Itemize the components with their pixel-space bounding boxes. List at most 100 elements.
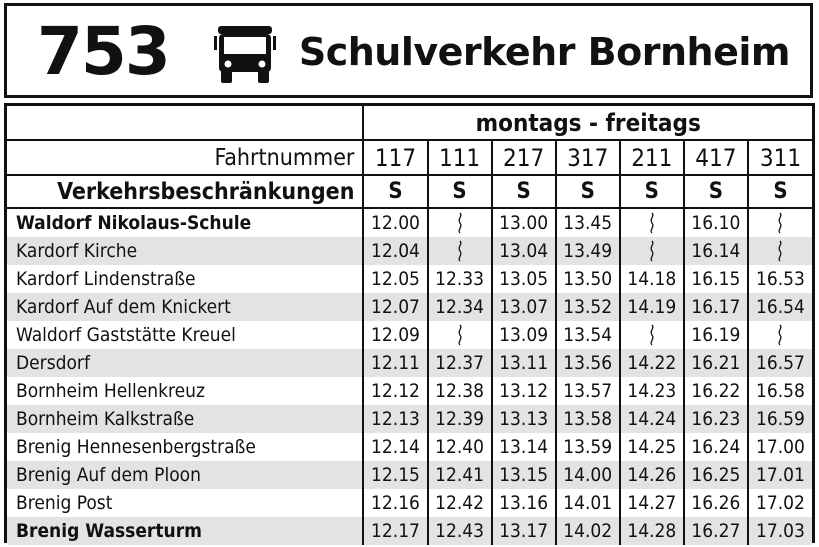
departure-time: 14.28 (619, 517, 685, 545)
stop-name: Waldorf Gaststätte Kreuel (7, 321, 365, 349)
departure-time: 12.07 (363, 293, 429, 321)
stop-row: Brenig Hennesenbergstraße 12.14 12.40 13.14… (7, 433, 812, 461)
stop-row: Brenig Post 12.16 12.42 13.16 14.01 14.27 16.2… (7, 489, 812, 517)
departure-time: 16.10 (683, 208, 749, 237)
restriction-code: S (491, 175, 557, 209)
departure-time: 17.02 (755, 492, 805, 514)
departure-time: 16.14 (683, 237, 749, 265)
departure-time: 16.53 (755, 268, 805, 290)
stop-name: Bornheim Hellenkreuz (7, 377, 365, 405)
departure-time: 13.52 (555, 293, 621, 321)
departure-time: 13.05 (491, 265, 557, 293)
stop-name: Kardorf Auf dem Knickert (7, 293, 365, 321)
timetable-grid: montags - freitags Fahrtnummer 117 111 217… (7, 106, 812, 545)
departure-time: 14.19 (619, 293, 685, 321)
route-number: 753 (37, 13, 171, 90)
departure-time: 16.23 (683, 405, 749, 433)
departure-time: 13.00 (491, 208, 557, 237)
departure-time: 13.54 (555, 321, 621, 349)
stop-name: Brenig Wasserturm (7, 517, 365, 545)
trip-number: 211 (619, 140, 685, 176)
restriction-code: S (619, 175, 685, 209)
departure-time: 16.22 (683, 377, 749, 405)
departure-time: 17.01 (747, 461, 812, 489)
stop-name: Waldorf Nikolaus-Schule (7, 208, 365, 237)
departure-time: 13.50 (555, 265, 621, 293)
departure-time: 16.27 (683, 517, 749, 545)
stop-row: Bornheim Hellenkreuz 12.12 12.38 13.12 13.57… (7, 377, 812, 405)
stop-row: Dersdorf 12.11 12.37 13.11 13.56 14.22 16.21 16… (7, 349, 812, 377)
stop-row: Kardorf Auf dem Knickert 12.07 12.34 13.07 1… (7, 293, 812, 321)
passes-without-stop-icon (619, 208, 685, 237)
restriction-code: S (363, 175, 429, 209)
stop-row: Kardorf Kirche 12.04 13.04 13.49 16.14 (7, 237, 812, 265)
bus-icon (214, 26, 276, 83)
stop-name: Dersdorf (7, 349, 365, 377)
departure-time: 12.34 (427, 293, 493, 321)
trip-number: 317 (555, 140, 621, 176)
restriction-code: S (683, 175, 749, 209)
passes-without-stop-icon (427, 237, 493, 265)
service-days-row: montags - freitags (7, 106, 812, 141)
departure-time: 12.15 (363, 461, 429, 489)
departure-time: 13.12 (491, 377, 557, 405)
departure-time: 12.17 (363, 517, 429, 545)
departure-time: 16.24 (683, 433, 749, 461)
service-days-label: montags - freitags (363, 106, 812, 141)
departure-time: 14.24 (619, 405, 685, 433)
passes-without-stop-icon (747, 237, 812, 265)
departure-time: 13.09 (491, 321, 557, 349)
trip-number-label: Fahrtnummer (7, 140, 365, 176)
departure-time: 13.58 (555, 405, 621, 433)
departure-time: 16.25 (683, 461, 749, 489)
stop-row: Brenig Auf dem Ploon 12.15 12.41 13.15 14.00… (7, 461, 812, 489)
passes-without-stop-icon (619, 321, 685, 349)
departure-time: 12.04 (363, 237, 429, 265)
stop-row: Brenig Wasserturm 12.17 12.43 13.17 14.02 14.… (7, 517, 812, 545)
restriction-code: S (555, 175, 621, 209)
departure-time: 14.23 (619, 377, 685, 405)
stop-row: Waldorf Nikolaus-Schule 12.00 13.00 13.45 16… (7, 208, 812, 237)
departure-time: 12.33 (427, 265, 493, 293)
departure-time: 12.11 (363, 349, 429, 377)
departure-time: 16.59 (747, 405, 812, 433)
departure-time: 14.01 (555, 489, 621, 517)
restriction-code: S (427, 175, 493, 209)
trip-number: 111 (427, 140, 493, 176)
departure-time: 14.26 (619, 461, 685, 489)
departure-time: 12.16 (363, 489, 429, 517)
route-header: 753 Schulverkehr Bornheim (4, 3, 813, 98)
departure-time: 14.25 (619, 433, 685, 461)
departure-time: 12.00 (363, 208, 429, 237)
departure-time: 12.05 (363, 265, 429, 293)
departure-time: 12.41 (427, 461, 493, 489)
passes-without-stop-icon (748, 208, 812, 237)
passes-without-stop-icon (748, 321, 812, 349)
departure-time: 14.02 (555, 517, 621, 545)
departure-time: 13.16 (491, 489, 557, 517)
departure-time: 17.03 (747, 517, 812, 545)
departure-time: 13.04 (491, 237, 557, 265)
stop-name: Brenig Hennesenbergstraße (7, 433, 365, 461)
empty-corner-cell (7, 106, 365, 141)
stop-name: Brenig Auf dem Ploon (7, 461, 365, 489)
departure-time: 12.42 (427, 489, 493, 517)
departure-time: 12.39 (427, 405, 493, 433)
trip-number-row: Fahrtnummer 117 111 217 317 211 417 311 (7, 140, 812, 176)
departure-time: 12.37 (427, 349, 493, 377)
timetable: montags - freitags Fahrtnummer 117 111 217… (4, 103, 815, 545)
departure-time: 13.45 (555, 208, 621, 237)
departure-time: 16.58 (755, 380, 805, 402)
trip-number: 217 (491, 140, 557, 176)
departure-time: 12.13 (363, 405, 429, 433)
departure-time: 16.54 (747, 293, 812, 321)
departure-time: 13.59 (555, 433, 621, 461)
departure-time: 12.09 (363, 321, 429, 349)
departure-time: 12.14 (363, 433, 429, 461)
departure-time: 13.17 (491, 517, 557, 545)
departure-time: 16.21 (683, 349, 749, 377)
departure-time: 12.40 (427, 433, 493, 461)
trip-number: 311 (747, 140, 812, 176)
departure-time: 17.00 (755, 436, 805, 458)
departure-time: 13.56 (555, 349, 621, 377)
